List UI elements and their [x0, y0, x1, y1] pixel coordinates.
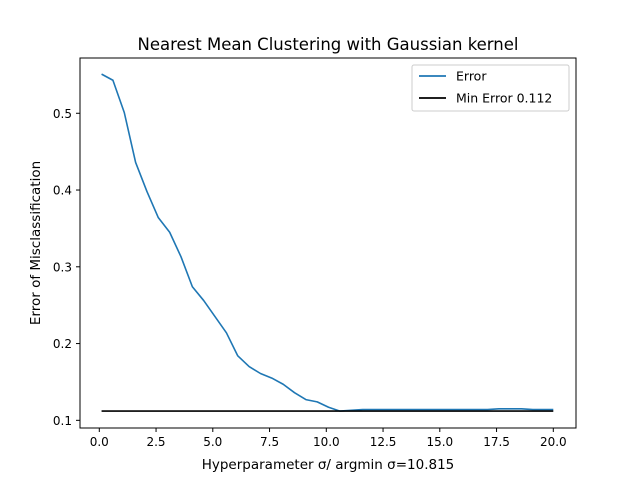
y-tick-label: 0.2	[53, 337, 72, 351]
y-tick-label: 0.5	[53, 107, 72, 121]
x-tick-label: 12.5	[370, 435, 397, 449]
legend-box	[411, 64, 570, 112]
x-tick-label: 17.5	[483, 435, 510, 449]
y-axis-ticks: 0.1 0.2 0.3 0.4 0.5	[53, 107, 80, 428]
chart-title: Nearest Mean Clustering with Gaussian ke…	[137, 35, 518, 54]
x-axis-label: Hyperparameter σ/ argmin σ=10.815	[202, 457, 455, 473]
plot-area	[80, 58, 576, 428]
y-tick-label: 0.4	[53, 184, 72, 198]
plot-frame	[79, 57, 577, 429]
series-line-0	[101, 73, 554, 412]
x-tick-label: 2.5	[146, 435, 165, 449]
x-tick-label: 20.0	[540, 435, 567, 449]
x-tick-label: 7.5	[260, 435, 279, 449]
x-axis-ticks: 0.0 2.5 5.0 7.5 10.0 12.5 15.0 17.5 20.0	[90, 428, 567, 449]
x-tick-label: 0.0	[90, 435, 109, 449]
y-tick-label: 0.3	[53, 260, 72, 274]
x-tick-label: 10.0	[313, 435, 340, 449]
y-axis-label: Error of Misclassification	[28, 161, 44, 325]
legend-label-1: Min Error 0.112	[456, 91, 552, 106]
x-tick-label: 15.0	[426, 435, 453, 449]
legend: Error Min Error 0.112	[411, 64, 570, 112]
legend-label-0: Error	[456, 69, 487, 84]
x-tick-label: 5.0	[203, 435, 222, 449]
series-layer	[101, 73, 554, 412]
y-tick-label: 0.1	[53, 414, 72, 428]
